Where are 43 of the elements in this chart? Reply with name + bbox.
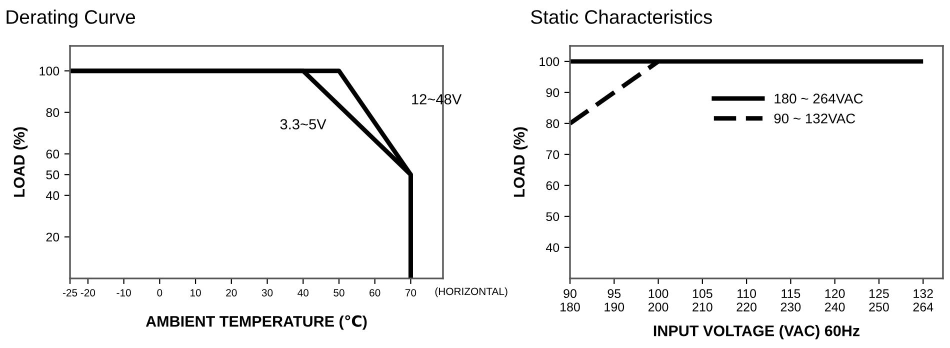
legend-label: 90 ~ 132VAC: [774, 114, 856, 124]
y-tick-label: 100: [40, 66, 60, 76]
x-tick-label: 70: [405, 289, 416, 296]
x-tick-label: 0: [157, 289, 162, 296]
x-tick-label: 50: [334, 289, 344, 296]
chart-title: Derating Curve: [6, 10, 136, 28]
chart-title: Static Characteristics: [530, 10, 712, 24]
x-tick-label: 40: [298, 289, 309, 296]
x-tick-label: -20: [80, 289, 96, 296]
x-tick-label: 115 230: [780, 289, 801, 312]
x-tick-label: 90 180: [560, 289, 580, 312]
y-tick-label: 60: [46, 150, 60, 159]
text: (HORIZONTAL): [435, 287, 508, 298]
y-tick-label: 80: [546, 119, 560, 128]
x-tick-label: 105 210: [692, 289, 712, 312]
y-tick-label: 70: [546, 150, 560, 160]
y-tick-label: 80: [46, 108, 60, 118]
y-tick-label: 40: [46, 191, 60, 200]
legend-label: 180 ~ 264VAC: [774, 94, 863, 104]
x-tick-label: -25: [62, 289, 78, 296]
y-axis-title: LOAD (%): [513, 127, 528, 197]
x-tick-label: 60: [370, 289, 380, 296]
x-tick-label: 125 250: [869, 289, 889, 312]
x-axis-title: AMBIENT TEMPERATURE (℃): [146, 315, 367, 330]
y-tick-label: 60: [546, 181, 560, 190]
series-label: 3.3~5V: [280, 119, 326, 130]
x-tick-label: 20: [226, 289, 237, 296]
x-tick-label: 95 190: [604, 289, 624, 312]
x-tick-label: 132 264: [913, 289, 934, 312]
x-tick-label: 120 240: [825, 289, 845, 312]
x-tick-label: -10: [116, 289, 131, 296]
y-tick-label: 100: [540, 57, 560, 66]
x-axis-title: INPUT VOLTAGE (VAC) 60Hz: [654, 325, 860, 340]
y-tick-label: 50: [46, 170, 60, 180]
y-tick-label: 90: [546, 88, 560, 98]
x-tick-label: 10: [190, 289, 201, 296]
x-tick-label: 110 220: [736, 289, 756, 312]
y-tick-label: 50: [546, 212, 560, 222]
y-axis-title: LOAD (%): [13, 127, 28, 197]
y-tick-label: 40: [546, 243, 560, 252]
y-tick-label: 20: [46, 232, 60, 242]
x-tick-label: 100 200: [648, 289, 668, 312]
x-tick-label: 30: [262, 289, 273, 296]
